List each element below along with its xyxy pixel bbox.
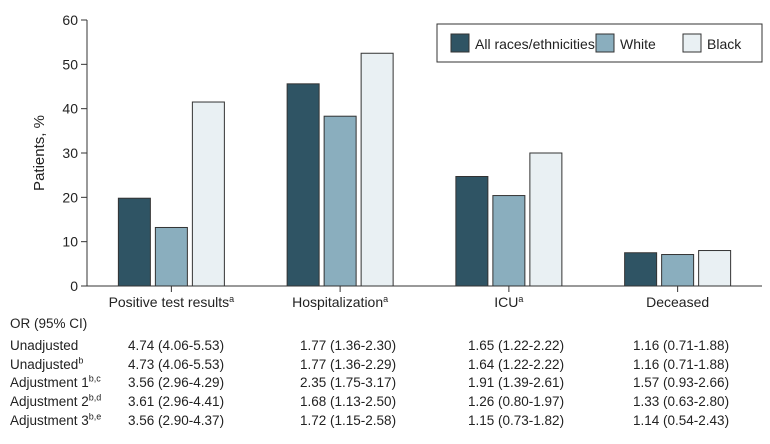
or-row-label-footnote: b,e	[88, 411, 102, 422]
or-row: Unadjustedb 4.73 (4.06-5.53) 1.77 (1.36-2.…	[0, 355, 770, 375]
or-row: Unadjusted 4.74 (4.06-5.53) 1.77 (1.36-2.3…	[0, 338, 770, 356]
or-value-cell: 4.73 (4.06-5.53)	[128, 356, 225, 372]
or-row-label: Adjustment 3b,e	[10, 411, 102, 428]
x-tick-label: ICUa	[494, 294, 523, 310]
or-row-label: Adjustment 1b,c	[10, 373, 101, 391]
bar-0-1	[154, 226, 188, 287]
y-tick-label: 10	[62, 234, 78, 250]
x-tick-label: Hospitalizationa	[292, 294, 388, 310]
bar-3-1	[661, 254, 695, 287]
or-value-cell: 1.68 (1.13-2.50)	[300, 394, 397, 410]
or-value-cell: 1.77 (1.36-2.29)	[300, 356, 397, 372]
legend-label-2: Black	[707, 36, 742, 52]
y-tick-label: 50	[62, 56, 78, 72]
bar-1-2	[360, 52, 394, 287]
or-value-cell: 1.15 (0.73-1.82)	[468, 412, 565, 428]
bar-2-1	[492, 195, 526, 287]
or-row-label: Adjustment 2b,d	[10, 392, 102, 410]
y-tick-label: 20	[62, 189, 78, 205]
bar-3-0	[624, 252, 658, 287]
bar-1-0	[286, 83, 320, 287]
or-row-label-footnote: b	[78, 355, 84, 366]
or-value-cell: 3.56 (2.90-4.37)	[128, 412, 225, 428]
or-value-cell: 1.33 (0.63-2.80)	[633, 394, 730, 410]
bar-3-2	[698, 250, 732, 287]
y-tick-label: 30	[62, 145, 78, 161]
y-tick-label: 0	[70, 278, 78, 294]
or-row: Adjustment 1b,c 3.56 (2.96-4.29) 2.35 (1.7…	[0, 373, 770, 393]
y-tick-label: 40	[62, 101, 78, 117]
or-value-cell: 1.64 (1.22-2.22)	[468, 356, 565, 372]
or-value-cell: 1.57 (0.93-2.66)	[633, 375, 730, 391]
bar-chart: 0 10 20 30 40 50 60 Patients, % Positive test re…	[31, 12, 763, 310]
legend-swatch-1	[595, 33, 615, 53]
legend-swatch-2	[682, 33, 702, 53]
or-value-cell: 4.74 (4.06-5.53)	[128, 338, 225, 353]
legend-label-0: All races/ethnicities	[475, 36, 595, 52]
or-value-cell: 2.35 (1.75-3.17)	[300, 375, 397, 391]
or-value-cell: 1.91 (1.39-2.61)	[468, 375, 565, 391]
legend-swatch-0	[450, 33, 470, 53]
or-value-cell: 1.16 (0.71-1.88)	[633, 356, 730, 372]
or-value-cell: 1.72 (1.15-2.58)	[300, 412, 397, 428]
or-row-label: Unadjustedb	[10, 355, 84, 372]
bar-0-2	[191, 101, 225, 287]
or-value-cell: 3.56 (2.96-4.29)	[128, 375, 225, 391]
or-value-cell: 1.16 (0.71-1.88)	[633, 338, 730, 353]
or-value-cell: 3.61 (2.96-4.41)	[128, 394, 225, 410]
bar-1-1	[323, 115, 357, 287]
or-row: Adjustment 3b,e 3.56 (2.90-4.37) 1.72 (1.1…	[0, 411, 770, 431]
bar-2-0	[455, 175, 489, 287]
x-tick-label: Deceased	[646, 294, 709, 310]
bar-0-0	[117, 197, 151, 287]
y-tick-label: 60	[62, 12, 78, 28]
or-table-heading: OR (95% CI)	[10, 316, 88, 331]
or-row-label-footnote: b,c	[88, 373, 101, 384]
bar-2-2	[529, 152, 563, 287]
y-axis-label: Patients, %	[31, 115, 48, 191]
or-row: Adjustment 2b,d 3.61 (2.96-4.41) 1.68 (1.1…	[0, 392, 770, 412]
legend-label-1: White	[620, 36, 656, 52]
or-value-cell: 1.14 (0.54-2.43)	[633, 412, 730, 428]
or-value-cell: 1.26 (0.80-1.97)	[468, 394, 565, 410]
or-row-label-footnote: b,d	[88, 392, 102, 403]
or-value-cell: 1.65 (1.22-2.22)	[468, 338, 565, 353]
or-value-cell: 1.77 (1.36-2.30)	[300, 338, 397, 353]
x-tick-label: Positive test resultsa	[109, 294, 235, 310]
or-row-label: Unadjusted	[10, 338, 79, 353]
